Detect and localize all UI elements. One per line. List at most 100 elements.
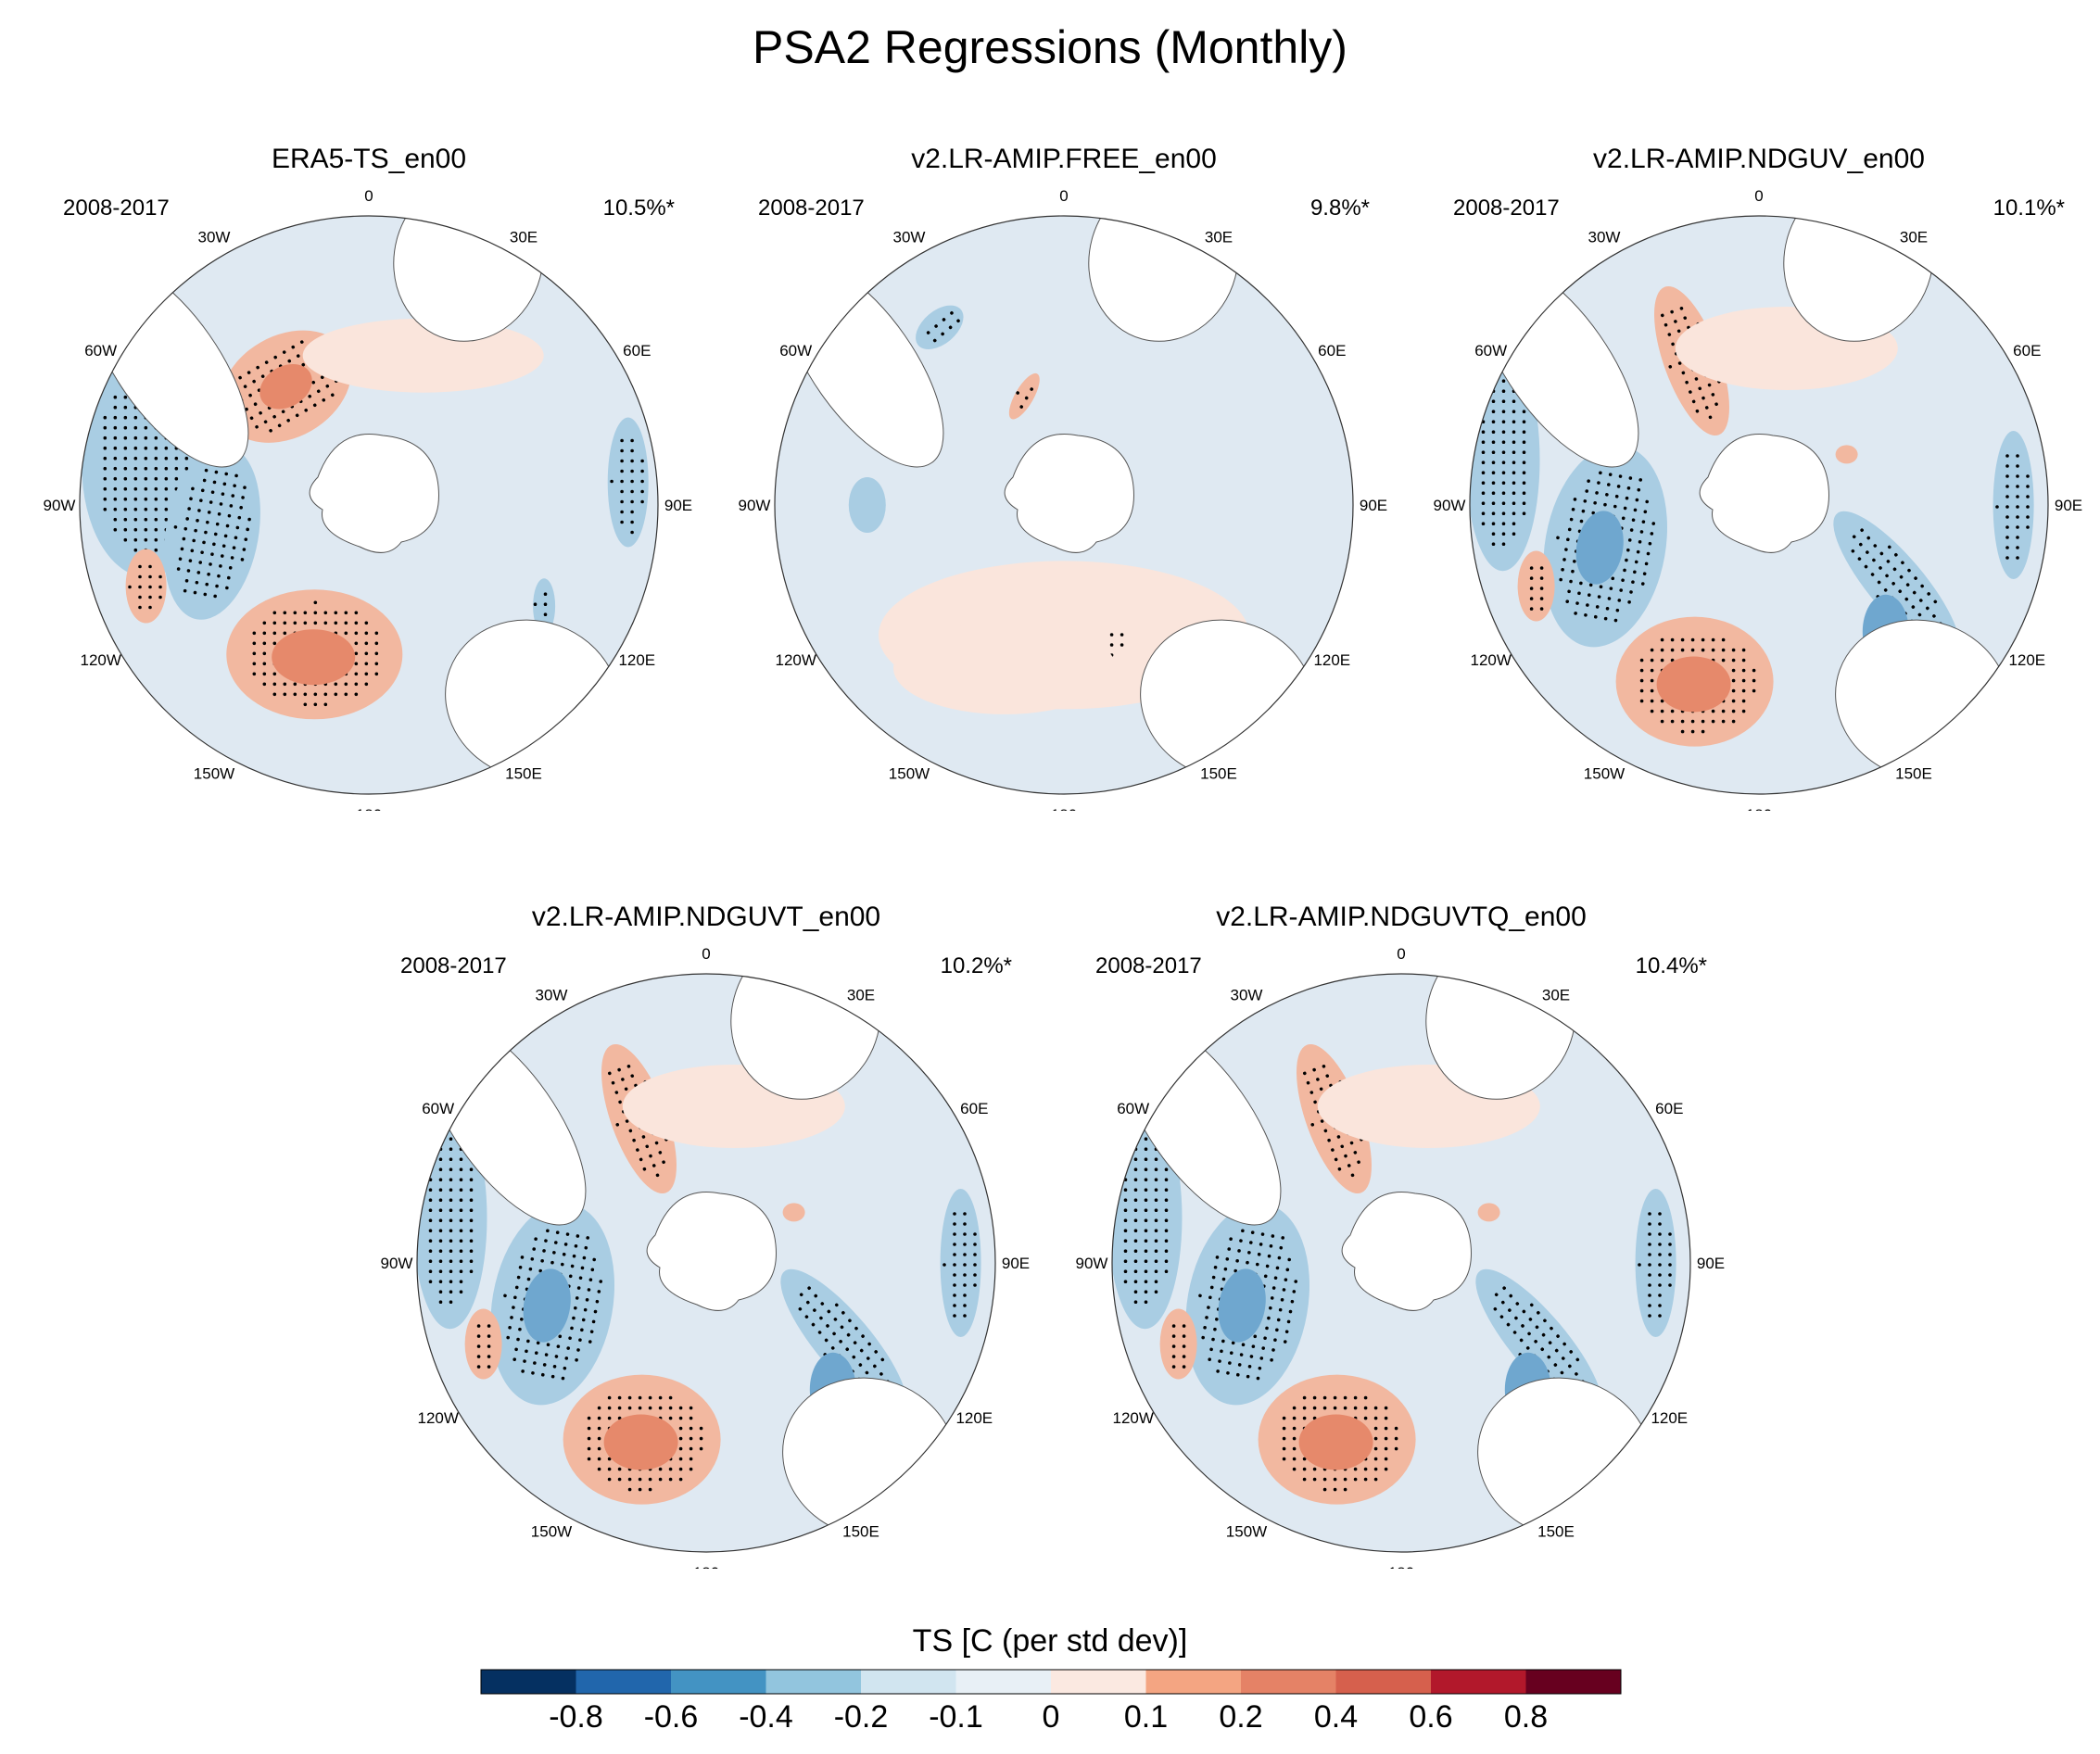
longitude-label: 120W [1112,1409,1153,1427]
longitude-label: 150W [1226,1522,1267,1540]
anomaly-region [302,318,544,393]
longitude-label: 60E [1655,1100,1683,1117]
anomaly-region [782,1203,805,1222]
anomaly-region [533,578,556,635]
significance-stipple [1481,379,1526,546]
longitude-label: 120W [417,1409,458,1427]
colorbar-tick-label: 0.8 [1504,1699,1548,1735]
longitude-label: 0 [1397,945,1405,963]
anomaly-region [1517,550,1555,622]
period-label: 2008-2017 [63,196,170,221]
colorbar-tick-label: 0 [1043,1699,1060,1735]
map-panel-free: v2.LR-AMIP.FREE_en00 2008-2017 9.8%* 0 30… [721,144,1407,811]
anomaly-region [125,549,167,624]
colorbar-tick-label: -0.1 [929,1699,983,1735]
panel-title: ERA5-TS_en00 [271,144,467,174]
anomaly-field [1470,216,2034,781]
longitude-label: 150W [531,1522,572,1540]
figure-title: PSA2 Regressions (Monthly) [753,21,1347,73]
colorbar-tick-label: -0.6 [644,1699,699,1735]
colorbar-frame [480,1669,1622,1695]
longitude-label: 0 [702,945,710,963]
anomaly-region [1575,511,1624,585]
longitude-label: 30W [1231,987,1263,1004]
colorbar-tick-label: 0.6 [1409,1699,1452,1735]
longitude-label: 120E [618,651,655,669]
anomaly-region [164,445,260,620]
longitude-label: 30E [1542,987,1570,1004]
longitude-label: 120W [80,651,120,669]
longitude-label: 60W [422,1100,454,1117]
longitude-label: 150E [842,1522,879,1540]
anomaly-region [916,305,964,350]
longitude-label: 120E [955,1409,993,1427]
significance-stipple [128,564,162,610]
significance-stipple [173,468,251,599]
longitude-label: 150E [1895,764,1932,782]
colorbar-segment [1431,1670,1526,1694]
longitude-label: 120E [1651,1409,1688,1427]
significance-stipple [476,1324,491,1369]
longitude-label: 180 [693,1564,719,1569]
longitude-label: 180 [356,806,382,811]
longitude-label: 90E [1697,1255,1725,1272]
map-boundary [1111,973,1691,1553]
variance-percent: 10.2%* [940,953,1012,978]
significance-stipple [1556,471,1656,623]
longitude-label: 60W [1474,342,1507,360]
colorbar-segment [671,1670,766,1694]
longitude-label: 0 [1754,187,1763,205]
longitude-label: 120E [2008,651,2045,669]
anomaly-region [940,1189,981,1337]
variance-percent: 10.1%* [1992,196,2065,221]
anomaly-region [1159,1308,1197,1380]
anomaly-region [259,363,312,410]
anomaly-region [1477,1203,1500,1222]
anomaly-region [1298,1414,1373,1470]
period-label: 2008-2017 [400,953,507,978]
longitude-label: 180 [1746,806,1772,811]
longitude-label: 90E [2055,497,2082,514]
longitude-label: 180 [1388,1564,1414,1569]
colorbar-tick-label: 0.1 [1124,1699,1168,1735]
significance-stipple [926,311,960,343]
significance-stipple [428,1137,474,1304]
significance-stipple [610,438,644,535]
longitude-label: 30W [198,229,231,246]
significance-stipple [1171,1324,1186,1369]
longitude-label: 60E [2013,342,2041,360]
period-label: 2008-2017 [1095,953,1202,978]
anomaly-region [523,1268,571,1343]
significance-stipple [1016,387,1033,409]
colorbar-segment [1335,1670,1431,1694]
colorbar-tick-label: -0.8 [549,1699,603,1735]
anomaly-region [603,1414,678,1470]
anomaly-region [848,477,886,533]
antarctica-land [1699,434,1829,553]
longitude-label: 90E [664,497,692,514]
longitude-label: 0 [1059,187,1068,205]
colorbar-tick-label: -0.2 [834,1699,889,1735]
longitude-label: 150W [194,764,234,782]
anomaly-region [893,621,1116,714]
colorbar-tick-label: -0.4 [739,1699,793,1735]
longitude-label: 150E [505,764,542,782]
longitude-label: 90E [1360,497,1387,514]
colorbar-segment [1051,1670,1146,1694]
anomaly-region [1008,372,1040,420]
variance-percent: 10.4%* [1635,953,1707,978]
colorbar-segment [955,1670,1051,1694]
map-panel-ndguv: v2.LR-AMIP.NDGUV_en00 2008-2017 10.1%* 0… [1416,144,2100,811]
longitude-label: 60W [779,342,812,360]
polar-map: 0 30E 60E 90E 120E 150E 180 150W 120W 90W 60W 30W [381,945,1031,1569]
longitude-label: 60W [1117,1100,1149,1117]
significance-stipple [1995,454,2030,560]
longitude-label: 150E [1200,764,1237,782]
anomaly-region [1635,1189,1676,1337]
longitude-label: 0 [364,187,373,205]
colorbar-title: TS [C (per std dev)] [912,1623,1188,1659]
longitude-label: 60E [960,1100,988,1117]
longitude-label: 180 [1051,806,1077,811]
longitude-label: 30W [536,987,568,1004]
period-label: 2008-2017 [758,196,865,221]
